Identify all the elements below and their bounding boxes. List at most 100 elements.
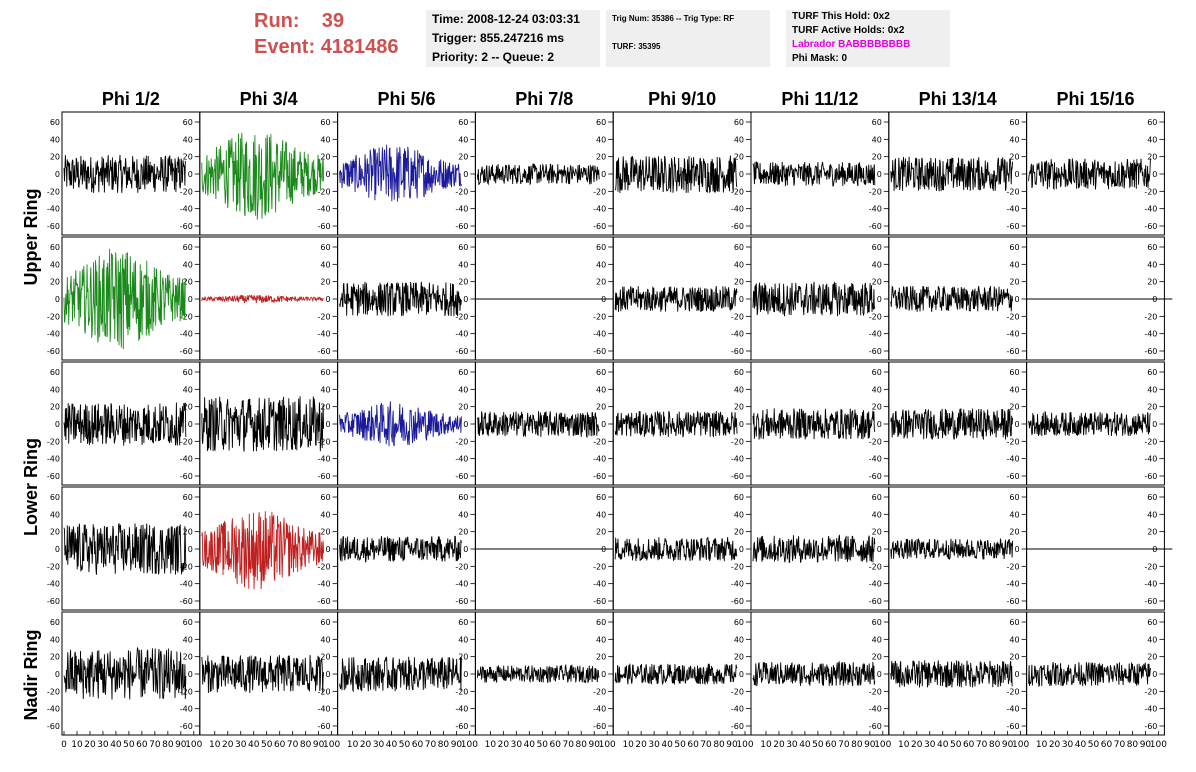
y-tick-label: -60 xyxy=(869,347,882,356)
y-tick-label: 60 xyxy=(1147,118,1157,127)
y-tick-label: 20 xyxy=(183,278,193,287)
y-tick-label: -20 xyxy=(318,187,331,196)
y-tick-label: 20 xyxy=(183,153,193,162)
trig-num-text: Trig Num: 35386 -- Trig Type: RF xyxy=(612,14,735,23)
y-tick-label: -20 xyxy=(455,687,468,696)
x-tick-label: 70 xyxy=(976,740,988,750)
y-tick-label: 0 xyxy=(463,670,468,679)
x-tick-label: 90 xyxy=(175,740,187,750)
waveform-trace xyxy=(1028,410,1151,437)
y-tick-label: -40 xyxy=(731,705,744,714)
y-tick-label: -60 xyxy=(455,472,468,481)
y-tick-label: 0 xyxy=(55,670,60,679)
x-tick-label: 50 xyxy=(261,740,273,750)
run-event-box: Run: 39 Event: 4181486 xyxy=(254,8,399,60)
y-tick-label: 60 xyxy=(320,243,330,252)
x-tick-label: 50 xyxy=(399,740,411,750)
turf-this-hold-text: TURF This Hold: 0x2 xyxy=(792,11,890,22)
y-tick-label: 0 xyxy=(601,170,606,179)
x-tick-label: 90 xyxy=(864,740,876,750)
y-tick-label: -60 xyxy=(47,472,60,481)
y-tick-label: -40 xyxy=(455,455,468,464)
y-tick-label: -20 xyxy=(869,187,882,196)
y-tick-label: 0 xyxy=(1152,170,1157,179)
y-tick-label: -20 xyxy=(869,687,882,696)
y-tick-label: 60 xyxy=(458,493,468,502)
row-title: Nadir Ring xyxy=(21,629,41,720)
x-tick-label: 100 xyxy=(1150,740,1167,750)
y-tick-label: -20 xyxy=(593,437,606,446)
y-tick-label: -20 xyxy=(47,187,60,196)
y-tick-label: 40 xyxy=(1009,510,1019,519)
y-tick-label: -20 xyxy=(180,437,193,446)
column-title: Phi 15/16 xyxy=(1056,89,1134,109)
y-tick-label: -20 xyxy=(593,312,606,321)
phi-mask-text: Phi Mask: 0 xyxy=(792,53,848,64)
x-tick-label: 80 xyxy=(438,740,450,750)
y-tick-label: -40 xyxy=(1144,330,1157,339)
y-tick-label: 60 xyxy=(50,493,60,502)
y-tick-label: 60 xyxy=(183,618,193,627)
y-tick-label: 40 xyxy=(458,510,468,519)
y-tick-label: 20 xyxy=(734,403,744,412)
y-tick-label: 0 xyxy=(188,420,193,429)
trigger-text: Trigger: 855.247216 ms xyxy=(432,31,565,45)
y-tick-label: -60 xyxy=(47,597,60,606)
waveform-trace xyxy=(339,144,462,202)
y-tick-label: -40 xyxy=(869,205,882,214)
waveform-trace xyxy=(890,660,1013,688)
y-tick-label: 40 xyxy=(183,385,193,394)
y-tick-label: 0 xyxy=(739,545,744,554)
row-title: Upper Ring xyxy=(21,189,41,286)
x-tick-label: 10 xyxy=(622,740,634,750)
y-tick-label: 60 xyxy=(596,618,606,627)
y-tick-label: -60 xyxy=(593,597,606,606)
turf-text: TURF: 35395 xyxy=(612,42,661,51)
y-tick-label: 20 xyxy=(320,153,330,162)
y-tick-label: 40 xyxy=(872,385,882,394)
y-tick-label: -20 xyxy=(180,187,193,196)
y-tick-label: -20 xyxy=(1144,687,1157,696)
y-tick-label: 20 xyxy=(1147,403,1157,412)
y-tick-label: 0 xyxy=(188,170,193,179)
y-tick-label: -40 xyxy=(318,705,331,714)
y-tick-label: 40 xyxy=(872,260,882,269)
x-tick-label: 60 xyxy=(550,740,562,750)
turf-active-holds-text: TURF Active Holds: 0x2 xyxy=(792,25,905,36)
y-tick-label: 0 xyxy=(55,420,60,429)
panel-frame xyxy=(1026,236,1165,361)
waveform-trace xyxy=(614,536,738,562)
y-tick-label: 0 xyxy=(877,420,882,429)
y-tick-label: -20 xyxy=(318,687,331,696)
y-tick-label: -40 xyxy=(180,580,193,589)
y-tick-label: 40 xyxy=(872,135,882,144)
y-tick-label: 40 xyxy=(50,635,60,644)
y-tick-label: 40 xyxy=(872,635,882,644)
y-tick-label: -40 xyxy=(318,330,331,339)
y-tick-label: -40 xyxy=(1007,705,1020,714)
y-tick-label: 60 xyxy=(1009,493,1019,502)
y-tick-label: -20 xyxy=(455,187,468,196)
y-tick-label: -60 xyxy=(1007,722,1020,731)
y-tick-label: 40 xyxy=(320,635,330,644)
y-tick-label: -40 xyxy=(180,205,193,214)
x-tick-label: 30 xyxy=(97,740,109,750)
y-tick-label: 60 xyxy=(183,243,193,252)
y-tick-label: 40 xyxy=(872,510,882,519)
waveform-trace xyxy=(201,132,325,220)
y-tick-label: 40 xyxy=(50,260,60,269)
y-tick-label: 60 xyxy=(596,243,606,252)
waveform-trace xyxy=(614,155,738,194)
y-tick-label: 60 xyxy=(50,368,60,377)
y-tick-label: 60 xyxy=(872,118,882,127)
y-tick-label: 60 xyxy=(872,493,882,502)
waveform-trace xyxy=(890,408,1014,440)
y-tick-label: 60 xyxy=(734,243,744,252)
y-tick-label: 20 xyxy=(596,278,606,287)
y-tick-label: 0 xyxy=(1015,420,1020,429)
y-tick-label: 40 xyxy=(734,635,744,644)
waveform-trace xyxy=(63,154,187,193)
y-tick-label: 60 xyxy=(50,243,60,252)
y-tick-label: -20 xyxy=(593,187,606,196)
